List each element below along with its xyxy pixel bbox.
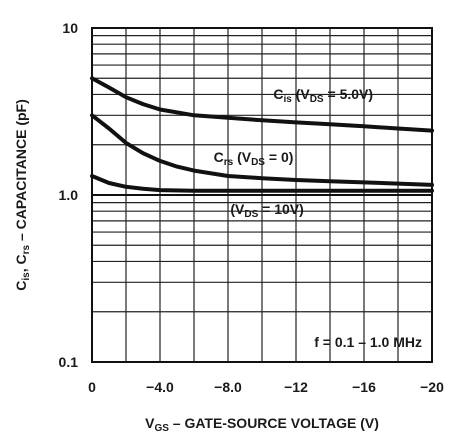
series-line-2 <box>90 113 434 187</box>
series-label-2: Crs (VDS = 0) <box>214 149 294 168</box>
series-lines <box>90 76 434 193</box>
series-label-3: (VDS = 10V) <box>230 201 303 220</box>
series-label-part: DS <box>251 157 265 168</box>
x-axis-title-rest: – GATE-SOURCE VOLTAGE (V) <box>169 415 379 431</box>
x-tick-label: −8.0 <box>214 379 242 395</box>
x-axis-title: VGS – GATE-SOURCE VOLTAGE (V) <box>145 415 379 434</box>
y-tick-label: 10 <box>62 20 78 36</box>
x-tick-label: 0 <box>88 379 96 395</box>
y-axis-title-mid: , C <box>13 254 29 272</box>
x-tick-label: −20 <box>420 379 444 395</box>
x-axis-title-sub: GS <box>154 423 169 434</box>
y-axis-title-rest: – CAPACITANCE (pF) <box>13 99 29 245</box>
series-label-part: (V <box>292 86 311 102</box>
series-label-part: (V <box>230 201 245 217</box>
plot-frame <box>91 27 433 363</box>
tick-labels: 0 −4.0 −8.0 −12 −16 −20 10 1.0 0.1 <box>59 20 445 395</box>
x-axis-title-main: V <box>145 415 155 431</box>
grid <box>92 28 432 362</box>
y-tick-label: 0.1 <box>59 354 79 370</box>
series-label-1: Cis (VDS = 5.0V) <box>273 86 373 105</box>
series-label-part: C <box>273 86 283 102</box>
series-label-part: = 0) <box>265 149 293 165</box>
series-label-part: rs <box>224 157 234 168</box>
series-label-part: DS <box>310 94 324 105</box>
x-tick-label: −4.0 <box>146 379 174 395</box>
y-axis-title-s2: rs <box>21 245 32 255</box>
series-label-part: = 10V) <box>258 201 304 217</box>
series-labels: Cis (VDS = 5.0V)Crs (VDS = 0)(VDS = 10V) <box>214 86 373 220</box>
series-label-part: is <box>283 94 292 105</box>
series-label-part: DS <box>244 209 258 220</box>
x-tick-label: −12 <box>284 379 308 395</box>
annotation-frequency: f = 0.1 – 1.0 MHz <box>314 334 422 350</box>
y-axis-title-s1: is <box>21 272 32 281</box>
series-label-part: = 5.0V) <box>324 86 373 102</box>
y-axis-title-c1: C <box>13 281 29 291</box>
series-label-part: (V <box>233 149 252 165</box>
series-label-part: C <box>214 149 224 165</box>
series-line-3 <box>90 174 434 193</box>
series-line-1 <box>90 76 434 133</box>
y-tick-label: 1.0 <box>59 187 79 203</box>
x-tick-label: −16 <box>352 379 376 395</box>
y-axis-title: Cis, Crs – CAPACITANCE (pF) <box>13 99 32 291</box>
